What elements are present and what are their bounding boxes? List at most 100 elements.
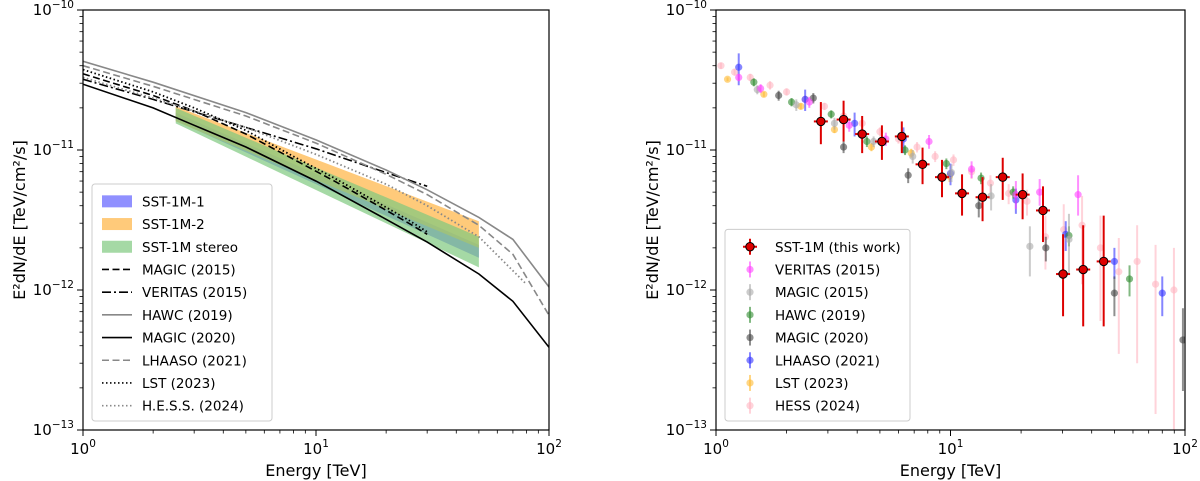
data-point <box>760 90 768 98</box>
series-line-lst-2023 <box>83 68 428 233</box>
legend-entry-lst-2023: LST (2023) <box>746 374 849 392</box>
data-point <box>792 101 800 109</box>
x-tick-base: 10 <box>303 440 322 458</box>
y-tick-base: 10 <box>666 281 685 299</box>
data-point <box>816 116 826 127</box>
legend-entry-lst-2023: LST (2023) <box>102 376 216 392</box>
x-axis-label: Energy [TeV] <box>265 461 366 480</box>
legend-box <box>724 228 911 422</box>
data-point <box>757 84 765 93</box>
data-point <box>897 131 907 142</box>
legend-swatch <box>102 218 132 231</box>
data-point <box>937 172 947 182</box>
y-tick-label: 10−11 <box>666 139 707 159</box>
legend-label: VERITAS (2015) <box>775 262 880 278</box>
data-point <box>949 156 958 164</box>
y-tick-label: 10−11 <box>33 139 74 159</box>
x-tick-exponent: 2 <box>1191 438 1198 450</box>
data-point <box>975 202 983 210</box>
data-point <box>735 63 743 71</box>
data-point <box>766 81 774 89</box>
y-tick-exponent: −10 <box>685 0 707 11</box>
data-point <box>723 75 732 83</box>
x-tick-exponent: 2 <box>555 438 562 450</box>
x-tick-exponent: 0 <box>89 438 96 450</box>
legend-entry-sst-1m-2: SST-1M-2 <box>102 217 205 233</box>
data-point <box>1036 188 1044 196</box>
y-tick-label: 10−13 <box>666 419 707 439</box>
data-point <box>750 78 758 86</box>
x-tick-label: 101 <box>938 438 964 458</box>
data-point <box>1096 244 1105 252</box>
y-tick-base: 10 <box>33 141 52 159</box>
legend-entry-hawc-2019: HAWC (2019) <box>746 306 866 324</box>
y-tick-base: 10 <box>33 421 52 439</box>
data-point <box>931 152 939 161</box>
y-tick-base: 10 <box>33 281 52 299</box>
legend-marker <box>746 311 754 319</box>
y-tick-exponent: −13 <box>52 419 74 431</box>
x-tick-label: 101 <box>303 438 329 458</box>
y-tick-label: 10−12 <box>666 279 707 299</box>
data-point <box>967 165 976 173</box>
data-point <box>1038 205 1048 216</box>
data-point <box>1179 336 1185 344</box>
legend-label: HAWC (2019) <box>142 308 233 324</box>
legend-label: LHAASO (2021) <box>775 353 880 369</box>
legend-label: SST-1M-1 <box>142 194 205 210</box>
data-point <box>845 121 853 129</box>
y-tick-base: 10 <box>666 1 685 19</box>
legend-label: MAGIC (2020) <box>142 331 236 347</box>
y-axis-label: E²dN/dE [TeV/cm²/s] <box>643 140 662 300</box>
legend-label: SST-1M-2 <box>142 217 205 233</box>
legend-entry-sst-1m-1: SST-1M-1 <box>102 194 205 210</box>
data-point <box>839 143 848 151</box>
legend-entry-lhaaso-2021: LHAASO (2021) <box>746 352 880 369</box>
legend: SST-1M-1 SST-1M-2 SST-1M stereo MAGIC (2015… <box>91 183 273 422</box>
legend: SST-1M (this work) VERITAS (2015) MAGIC (2… <box>724 228 911 422</box>
series-magic-2015 <box>753 85 1073 277</box>
data-point <box>925 137 933 146</box>
data-point <box>1110 257 1119 266</box>
data-point <box>857 129 867 139</box>
data-point <box>1151 280 1160 288</box>
y-tick-exponent: −10 <box>52 0 74 11</box>
legend-entry-sst-1m-stereo: SST-1M stereo <box>102 240 238 256</box>
data-point <box>782 88 791 96</box>
data-point <box>998 172 1008 182</box>
y-tick-exponent: −12 <box>52 279 74 291</box>
plot-area <box>83 60 549 348</box>
series-line-magic-2015 <box>83 73 428 235</box>
x-tick-exponent: 1 <box>957 438 964 450</box>
data-point <box>957 188 967 199</box>
legend-entry-magic-2020: MAGIC (2020) <box>746 329 869 347</box>
data-point <box>1023 197 1031 205</box>
legend-entry-magic-2015: MAGIC (2015) <box>746 284 869 301</box>
data-point <box>730 68 739 76</box>
data-point <box>805 98 813 106</box>
legend-entry-hawc-2019: HAWC (2019) <box>102 308 233 324</box>
data-point <box>1078 264 1088 275</box>
data-point <box>863 137 871 146</box>
y-tick-base: 10 <box>33 1 52 19</box>
series-line-lhaaso-2021 <box>83 64 549 316</box>
data-point <box>901 146 909 154</box>
legend-marker <box>746 402 754 410</box>
legend-label: LST (2023) <box>142 376 216 392</box>
y-tick-exponent: −11 <box>52 139 74 151</box>
data-point <box>1078 221 1086 229</box>
x-tick-label: 100 <box>703 438 729 458</box>
x-tick-base: 10 <box>70 440 89 458</box>
data-point <box>827 110 835 118</box>
data-point <box>1133 257 1141 266</box>
legend-marker <box>746 265 754 274</box>
y-tick-label: 10−10 <box>33 0 74 19</box>
data-point <box>870 137 878 146</box>
x-tick-exponent: 0 <box>722 438 729 450</box>
legend-entry-lhaaso-2021: LHAASO (2021) <box>102 353 247 369</box>
data-point <box>987 192 995 200</box>
data-point <box>877 136 887 147</box>
legend-marker <box>746 379 754 387</box>
legend-box <box>91 183 273 422</box>
